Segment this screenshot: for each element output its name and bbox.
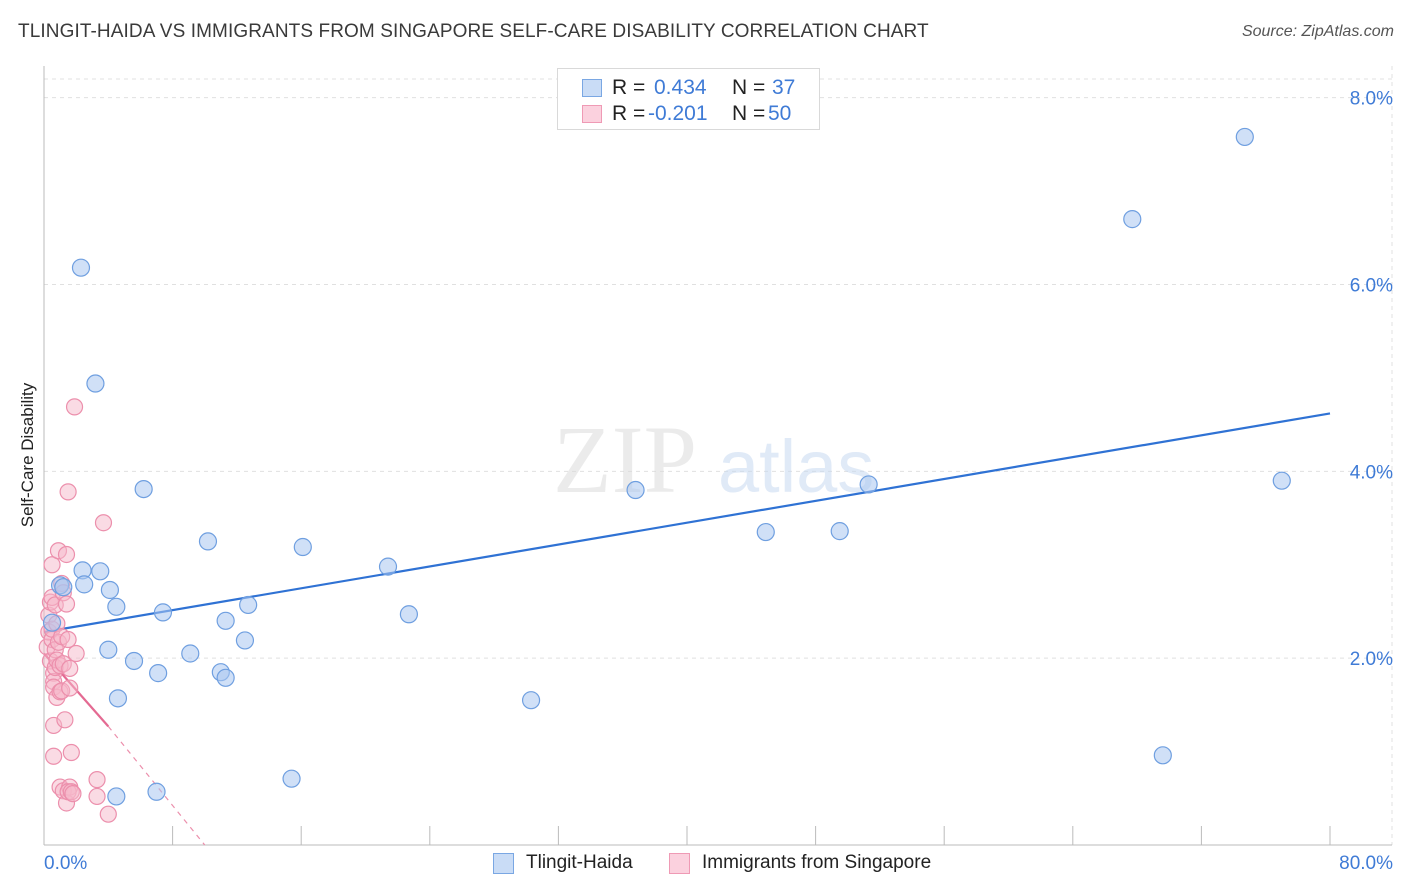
stats-swatch-pink (582, 105, 602, 123)
data-point-tlingit-haida (153, 603, 173, 622)
trendline-tlingit-haida (43, 412, 1331, 634)
data-point-tlingit-haida (1123, 210, 1142, 229)
data-point-immigrants-from-singapore (57, 545, 76, 564)
data-point-immigrants-from-singapore (99, 805, 117, 823)
legend-label: Immigrants from Singapore (702, 852, 932, 873)
legend-swatch-blue (493, 853, 514, 874)
watermark-zip: ZIP (553, 406, 697, 513)
data-point-tlingit-haida (626, 480, 645, 500)
data-point-tlingit-haida (399, 605, 419, 624)
data-point-tlingit-haida (216, 668, 235, 687)
data-point-tlingit-haida (282, 769, 301, 788)
stats-n-value: 37 (772, 76, 796, 99)
data-point-tlingit-haida (239, 595, 258, 615)
data-point-tlingit-haida (216, 611, 235, 630)
data-point-immigrants-from-singapore (67, 644, 85, 663)
stats-r-value: 0.434 (654, 76, 707, 99)
stats-n-label: N = (732, 102, 766, 125)
data-point-tlingit-haida (830, 522, 849, 541)
data-point-tlingit-haida (378, 557, 398, 576)
data-point-immigrants-from-singapore (59, 483, 77, 501)
x-tick-label-min: 0.0% (44, 853, 87, 874)
data-point-tlingit-haida (147, 782, 166, 801)
data-point-tlingit-haida (756, 522, 775, 542)
data-point-immigrants-from-singapore (88, 771, 106, 789)
y-tick-label: 4.0% (1350, 462, 1393, 483)
data-point-tlingit-haida (99, 640, 118, 659)
series-immigrants-from-singapore (38, 398, 117, 823)
data-point-tlingit-haida (100, 580, 120, 600)
data-point-tlingit-haida (1235, 127, 1254, 147)
data-point-tlingit-haida (86, 374, 105, 393)
data-point-tlingit-haida (181, 644, 200, 663)
axes (43, 66, 1392, 846)
stats-n-value: 50 (768, 102, 792, 125)
data-point-tlingit-haida (235, 631, 255, 650)
data-point-tlingit-haida (1153, 746, 1172, 765)
stats-swatch-blue (582, 79, 602, 97)
data-point-immigrants-from-singapore (59, 630, 77, 649)
data-point-immigrants-from-singapore (45, 747, 63, 765)
data-point-tlingit-haida (859, 475, 878, 494)
y-tick-label: 8.0% (1350, 89, 1393, 110)
data-point-immigrants-from-singapore (56, 711, 74, 729)
data-point-immigrants-from-singapore (62, 743, 80, 762)
data-point-immigrants-from-singapore (65, 398, 84, 416)
data-point-tlingit-haida (107, 787, 126, 806)
data-point-tlingit-haida (108, 689, 128, 708)
y-tick-label: 6.0% (1350, 276, 1393, 297)
stats-n-label: N = (732, 76, 766, 99)
data-point-tlingit-haida (1272, 471, 1291, 490)
data-point-tlingit-haida (293, 537, 312, 557)
data-point-tlingit-haida (198, 532, 218, 551)
data-point-tlingit-haida (42, 613, 62, 632)
stats-r-value: -0.201 (648, 102, 708, 125)
legend-label: Tlingit-Haida (526, 852, 633, 873)
data-point-immigrants-from-singapore (57, 595, 76, 613)
correlation-stats-box: R = 0.434 N = 37 R = -0.201 N = 50 (557, 68, 820, 130)
data-point-tlingit-haida (54, 578, 73, 597)
x-tick-label-max: 80.0% (1339, 853, 1393, 874)
watermark-atlas: atlas (718, 425, 874, 508)
chart-title: TLINGIT-HAIDA VS IMMIGRANTS FROM SINGAPO… (18, 21, 929, 42)
data-point-immigrants-from-singapore (94, 514, 113, 532)
source-credit: Source: ZipAtlas.com (1241, 23, 1394, 40)
y-tick-label: 2.0% (1350, 649, 1393, 670)
stats-r-label: R = (612, 102, 646, 125)
data-point-immigrants-from-singapore (43, 556, 61, 574)
data-point-tlingit-haida (91, 562, 110, 581)
stats-r-label: R = (612, 76, 646, 99)
data-point-tlingit-haida (107, 597, 126, 616)
series-tlingit-haida (42, 127, 1291, 806)
data-point-immigrants-from-singapore (64, 785, 82, 803)
data-point-tlingit-haida (71, 258, 91, 277)
data-point-tlingit-haida (521, 691, 541, 710)
data-point-immigrants-from-singapore (88, 787, 106, 806)
data-point-immigrants-from-singapore (61, 679, 79, 697)
tick-labels: 2.0% 4.0% 6.0% 8.0% 0.0% 80.0% (44, 89, 1393, 874)
data-point-tlingit-haida (134, 479, 153, 499)
data-point-immigrants-from-singapore (61, 659, 79, 678)
legend-swatch-pink (669, 853, 690, 874)
data-point-tlingit-haida (149, 664, 168, 683)
data-point-tlingit-haida (124, 651, 144, 671)
watermark: ZIP atlas (553, 406, 874, 513)
data-point-tlingit-haida (75, 575, 94, 594)
